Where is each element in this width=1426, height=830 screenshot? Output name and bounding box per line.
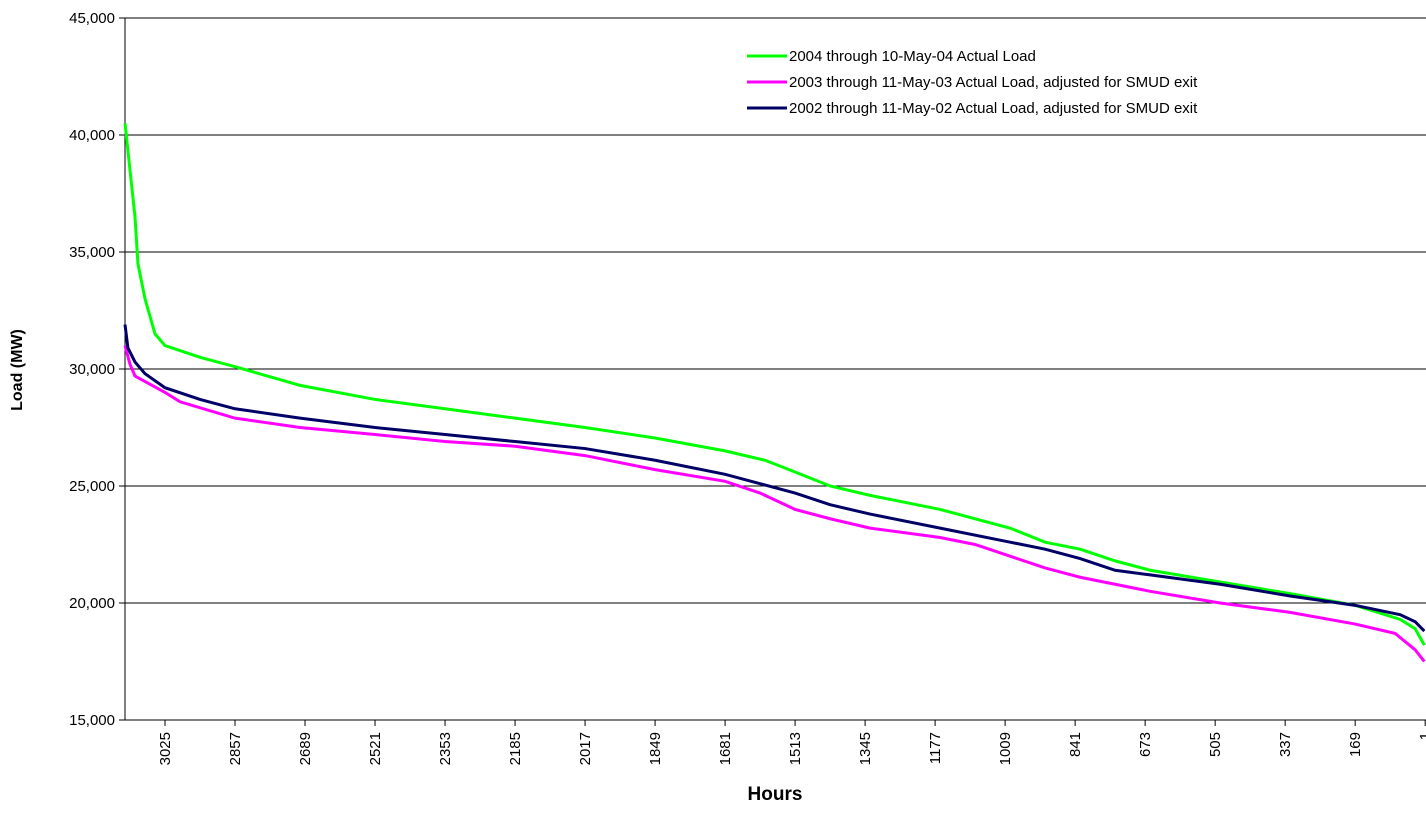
x-tick-label: 841 xyxy=(1067,732,1084,757)
legend-label: 2002 through 11-May-02 Actual Load, adju… xyxy=(789,100,1198,117)
y-tick-label: 35,000 xyxy=(69,244,115,261)
x-tick-label: 2689 xyxy=(297,732,314,765)
y-tick-label: 25,000 xyxy=(69,478,115,495)
x-tick-label: 2185 xyxy=(507,732,524,765)
y-tick-label: 40,000 xyxy=(69,127,115,144)
line-series xyxy=(123,123,1426,646)
y-tick-label: 30,000 xyxy=(69,361,115,378)
x-tick-label: 2017 xyxy=(577,732,594,765)
x-tick-label: 673 xyxy=(1137,732,1154,757)
legend-label: 2003 through 11-May-03 Actual Load, adju… xyxy=(789,74,1198,91)
x-tick-label: 2353 xyxy=(437,732,454,765)
legend-box xyxy=(735,40,1426,120)
legend-label: 2004 through 10-May-04 Actual Load xyxy=(789,48,1036,65)
x-tick-label: 1009 xyxy=(997,732,1014,765)
y-axis-title: Load (MW) xyxy=(9,329,26,411)
x-tick-label: 1345 xyxy=(857,732,874,765)
x-axis-title: Hours xyxy=(748,784,803,805)
x-tick-label: 1849 xyxy=(647,732,664,765)
x-tick-label: 2521 xyxy=(367,732,384,765)
x-tick-label: 3025 xyxy=(157,732,174,765)
x-tick-label: 1681 xyxy=(717,732,734,765)
x-tick-label: 2857 xyxy=(227,732,244,765)
line-series xyxy=(123,345,1426,663)
y-tick-label: 20,000 xyxy=(69,595,115,612)
y-tick-label: 15,000 xyxy=(69,712,115,729)
x-tick-label: 1 xyxy=(1417,732,1426,740)
line-series xyxy=(123,324,1426,633)
x-tick-label: 169 xyxy=(1347,732,1364,757)
x-tick-label: 337 xyxy=(1277,732,1294,757)
x-tick-label: 1513 xyxy=(787,732,804,765)
y-tick-label: 45,000 xyxy=(69,10,115,27)
x-tick-label: 505 xyxy=(1207,732,1224,757)
x-tick-label: 1177 xyxy=(927,732,944,764)
